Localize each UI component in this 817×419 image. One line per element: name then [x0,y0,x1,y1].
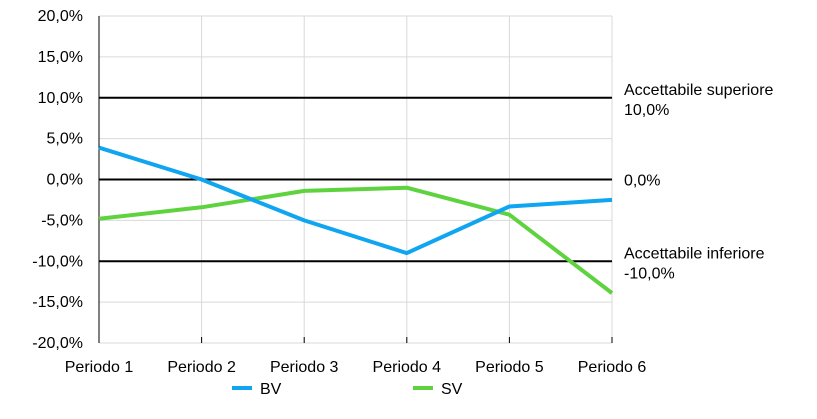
y-tick-label: 20,0% [38,8,83,25]
x-tick-label: Periodo 6 [578,359,647,376]
x-tick-label: Periodo 2 [167,359,236,376]
x-tick-label: Periodo 5 [475,359,544,376]
y-tick-label: 10,0% [38,90,83,107]
y-tick-label: -10,0% [32,253,83,270]
x-tick-label: Periodo 3 [270,359,339,376]
y-tick-label: -20,0% [32,335,83,352]
reference-label: Accettabile inferiore [624,245,765,262]
reference-lines: Accettabile superiore 10,0% 0,0% Accettabil… [99,82,774,282]
y-tick-label: -5,0% [41,212,83,229]
legend-label: SV [441,381,463,398]
y-tick-label: 15,0% [38,49,83,66]
reference-value-label: 10,0% [624,102,669,119]
y-tick-label: 5,0% [47,131,83,148]
legend: BV SV [232,381,463,398]
series-line-sv [98,185,614,295]
reference-value-label: -10,0% [624,265,675,282]
series-line-bv [98,145,613,256]
legend-label: BV [260,381,282,398]
reference-value-label: 0,0% [624,173,660,190]
y-tick-label: -15,0% [32,294,83,311]
x-tick-label: Periodo 4 [373,359,442,376]
series-lines [98,145,614,295]
y-tick-label: 0,0% [47,172,83,189]
axes: 20,0% 15,0% 10,0% 5,0% 0,0% -5,0% -10,0% -15,0%… [32,8,646,376]
x-tick-label: Periodo 1 [65,359,134,376]
reference-label: Accettabile superiore [624,82,774,99]
